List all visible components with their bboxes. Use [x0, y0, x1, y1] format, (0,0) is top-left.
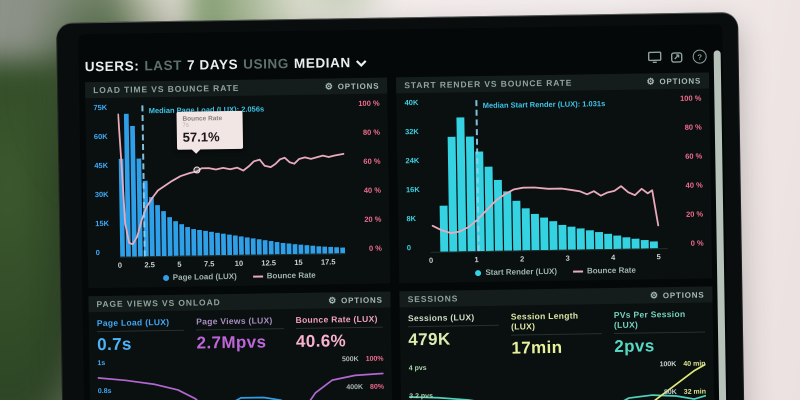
panel-title: PAGE VIEWS VS ONLOAD [96, 297, 221, 310]
metric-page-views: Page Views (LUX) 2.7Mpvs [196, 315, 284, 353]
legend-bounce-rate[interactable]: Bounce Rate [252, 271, 316, 281]
options-button[interactable]: ⚙ OPTIONS [649, 289, 705, 300]
gear-icon: ⚙ [324, 80, 334, 91]
title-days: 7 DAYS [186, 56, 239, 73]
bounce-rate-tooltip: Bounce Rate 7s 57.1% [176, 110, 243, 151]
page-title: USERS: LAST 7 DAYS USING MEDIAN [84, 54, 367, 74]
metric-bounce-rate: Bounce Rate (LUX) 40.6% [295, 313, 384, 352]
metric-pvs-per-session: PVs Per Session (LUX) 2pvs [613, 308, 706, 357]
panel-sessions: SESSIONS ⚙ OPTIONS Sessions (LUX) 479K [399, 286, 715, 400]
panel-start-render: START RENDER VS BOUNCE RATE ⚙ OPTIONS 40… [396, 72, 713, 284]
panel-grid: LOAD TIME VS BOUNCE RATE ⚙ OPTIONS 75K 60… [85, 72, 715, 400]
legend-bounce-rate[interactable]: Bounce Rate [572, 266, 636, 276]
start-render-plot: Median Start Render (LUX): 1.031s [428, 95, 668, 253]
gear-icon: ⚙ [649, 289, 659, 300]
load-time-chart: 75K 60K 45K 30K 15K 0 Median Page Load (LUX):… [93, 98, 382, 286]
panel-load-time-header: LOAD TIME VS BOUNCE RATE ⚙ OPTIONS [85, 77, 388, 99]
legend-dash-icon [572, 269, 583, 273]
panel-title: LOAD TIME VS BOUNCE RATE [93, 82, 240, 96]
legend-dot-icon [162, 274, 169, 281]
legend-dot-icon [475, 269, 482, 276]
laptop-screen: USERS: LAST 7 DAYS USING MEDIAN [56, 12, 745, 400]
header-toolbar: ? [647, 49, 707, 64]
sessions-sparkline: 4 pvs 3.2 pvs 100K 40 min 80K 32 min [408, 359, 707, 400]
load-time-plot: Median Page Load (LUX): 2.056s Bounce Ra… [117, 100, 346, 258]
gear-icon: ⚙ [646, 75, 656, 86]
y-axis-left: 40K 32K 24K 16K 8K 0 [404, 98, 420, 253]
metric-session-length: Session Length (LUX) 17min [510, 310, 603, 358]
options-button[interactable]: ⚙ OPTIONS [324, 80, 380, 91]
gear-icon: ⚙ [328, 294, 338, 305]
share-icon[interactable] [670, 51, 684, 63]
legend-page-load[interactable]: Page Load (LUX) [162, 272, 237, 282]
title-users: USERS: [84, 57, 140, 74]
options-button[interactable]: ⚙ OPTIONS [328, 294, 383, 305]
title-using: USING [243, 55, 290, 72]
median-dropdown[interactable]: MEDIAN [294, 54, 367, 70]
dashboard-screen: USERS: LAST 7 DAYS USING MEDIAN [78, 24, 729, 400]
metric-page-load: Page Load (LUX) 0.7s [96, 316, 185, 355]
panel-title: START RENDER VS BOUNCE RATE [404, 77, 573, 91]
metrics-row: Sessions (LUX) 479K Session Length (LUX)… [400, 302, 714, 360]
dashboard: USERS: LAST 7 DAYS USING MEDIAN [85, 44, 715, 400]
display-icon[interactable] [647, 51, 662, 64]
chevron-down-icon [355, 54, 367, 69]
title-last: LAST [144, 57, 183, 73]
panel-start-render-header: START RENDER VS BOUNCE RATE ⚙ OPTIONS [396, 72, 710, 94]
median-annotation: Median Start Render (LUX): 1.031s [482, 99, 606, 111]
y-axis-right: 100 % 80 % 60 % 40 % 20 % 0 % [679, 93, 704, 248]
metric-sessions: Sessions (LUX) 479K [407, 311, 500, 360]
y-axis-right: 100 % 80 % 60 % 40 % 20 % 0 % [358, 98, 382, 253]
panel-page-views: PAGE VIEWS VS ONLOAD ⚙ OPTIONS Page Load… [88, 291, 393, 400]
metrics-row: Page Load (LUX) 0.7s Page Views (LUX) 2.… [89, 307, 392, 355]
start-render-chart: 40K 32K 24K 16K 8K 0 Median Start Render (LUX… [404, 93, 705, 282]
dashboard-header: USERS: LAST 7 DAYS USING MEDIAN [85, 44, 709, 78]
panel-load-time: LOAD TIME VS BOUNCE RATE ⚙ OPTIONS 75K 60… [85, 77, 391, 289]
panel-title: SESSIONS [407, 293, 459, 305]
legend-dash-icon [252, 274, 263, 278]
scrollbar[interactable] [713, 50, 727, 400]
tooltip-point-marker [193, 166, 201, 174]
legend-start-render[interactable]: Start Render (LUX) [475, 267, 557, 277]
options-button[interactable]: ⚙ OPTIONS [646, 75, 702, 86]
y-axis-left: 75K 60K 45K 30K 15K 0 [93, 102, 110, 258]
help-icon[interactable]: ? [692, 49, 707, 64]
